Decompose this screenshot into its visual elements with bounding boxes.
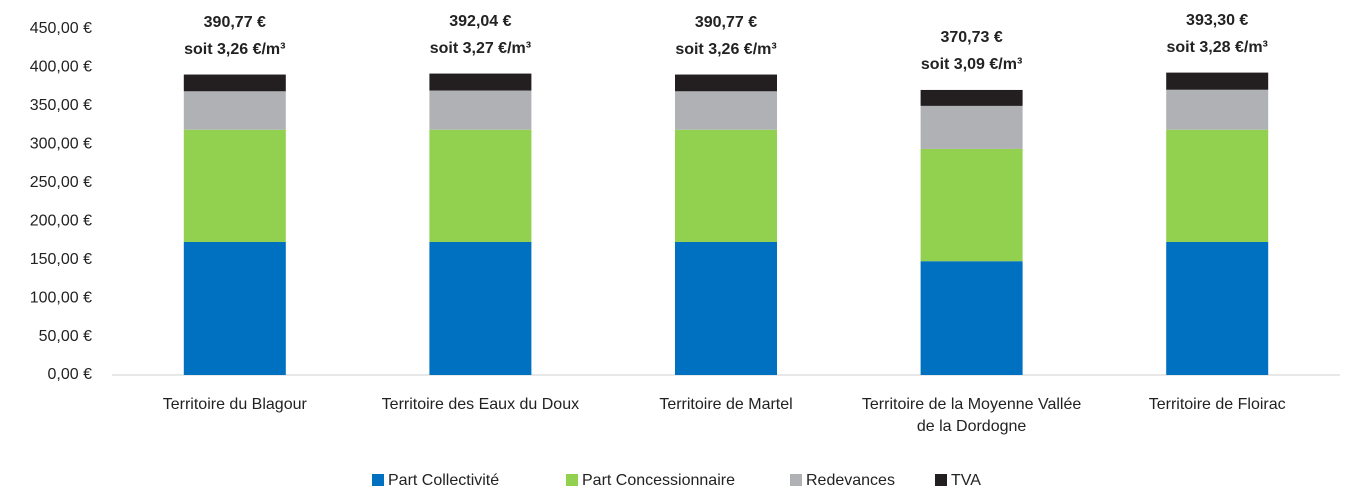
y-tick-label: 50,00 €	[39, 328, 92, 345]
bar-segment	[920, 105, 1023, 149]
x-tick-label: Territoire du Blagour	[162, 396, 307, 413]
legend-label: Part Concessionnaire	[582, 472, 735, 489]
bar-segment	[429, 241, 532, 375]
bar-segment	[1166, 89, 1269, 130]
per-m3-label: soit 3,26 €/m³	[184, 41, 285, 58]
total-label: 390,77 €	[695, 14, 757, 31]
bar-segment	[1166, 129, 1269, 242]
bar-segment	[183, 241, 286, 375]
total-label: 370,73 €	[940, 29, 1002, 46]
legend-label: TVA	[951, 472, 981, 489]
x-tick-label: Territoire de Floirac	[1148, 396, 1286, 413]
legend-swatch	[566, 474, 578, 486]
bar-segment	[183, 91, 286, 130]
y-tick-label: 300,00 €	[30, 136, 92, 153]
bar-segment	[183, 74, 286, 92]
bar-segment	[429, 129, 532, 242]
legend-label: Redevances	[806, 472, 895, 489]
bar-segment	[1166, 241, 1269, 375]
bar-segment	[675, 129, 777, 242]
y-tick-label: 200,00 €	[30, 212, 92, 229]
x-tick-label: Territoire de la Moyenne Vallée de la Do…	[861, 396, 1082, 435]
y-tick-label: 100,00 €	[30, 289, 92, 306]
bar-segment	[675, 241, 777, 375]
total-label: 393,30 €	[1186, 12, 1248, 29]
total-label: 392,04 €	[449, 13, 511, 30]
bar-segment	[920, 261, 1023, 375]
total-label: 390,77 €	[204, 14, 266, 31]
bar-segment	[675, 74, 777, 92]
per-m3-label: soit 3,26 €/m³	[675, 41, 776, 58]
bar-segment	[183, 129, 286, 242]
legend-swatch	[790, 474, 802, 486]
y-tick-label: 400,00 €	[30, 59, 92, 76]
bar-segment	[1166, 72, 1269, 90]
y-tick-label: 0,00 €	[48, 366, 93, 383]
y-tick-label: 350,00 €	[30, 97, 92, 114]
bar-segment	[429, 73, 532, 91]
legend-swatch	[935, 474, 947, 486]
y-tick-label: 450,00 €	[30, 20, 92, 37]
bar-segment	[429, 90, 532, 130]
per-m3-label: soit 3,28 €/m³	[1167, 39, 1268, 56]
x-tick-label: Territoire des Eaux du Doux	[381, 396, 580, 413]
per-m3-label: soit 3,27 €/m³	[430, 40, 531, 57]
bar-segment	[920, 89, 1023, 106]
per-m3-label: soit 3,09 €/m³	[921, 56, 1022, 73]
legend-label: Part Collectivité	[388, 472, 499, 489]
x-tick-label: Territoire de Martel	[659, 396, 793, 413]
legend-swatch	[372, 474, 384, 486]
bar-segment	[920, 148, 1023, 262]
y-tick-label: 150,00 €	[30, 251, 92, 268]
bar-segment	[675, 91, 777, 130]
y-tick-label: 250,00 €	[30, 174, 92, 191]
